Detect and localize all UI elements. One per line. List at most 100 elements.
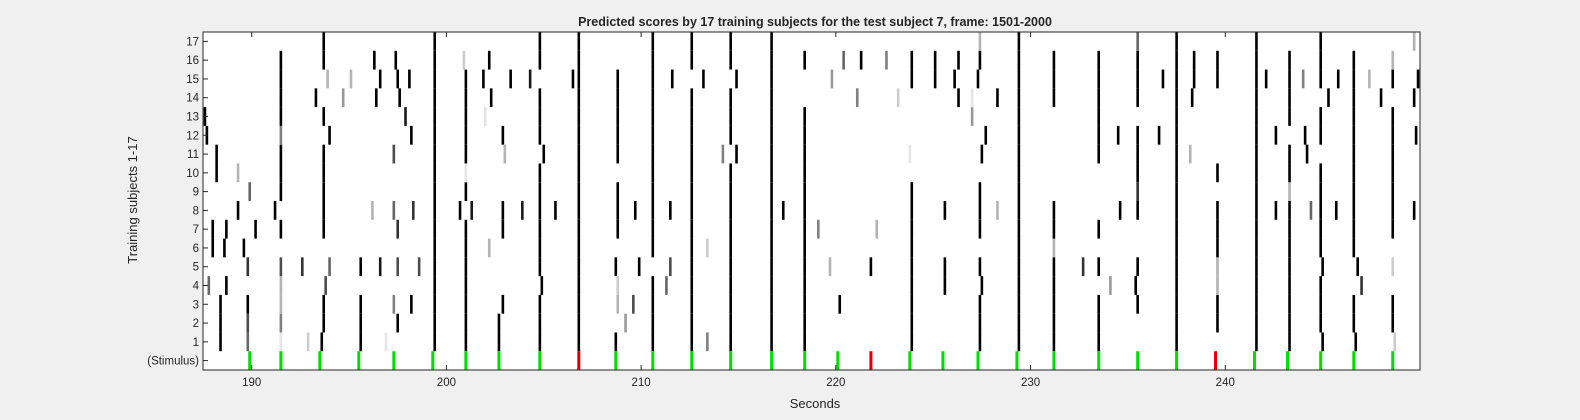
score-cell: [279, 219, 283, 239]
score-cell: [651, 276, 655, 295]
score-cell: [616, 125, 620, 145]
score-cell: [279, 332, 283, 352]
score-cell: [1391, 201, 1395, 220]
score-cell: [433, 276, 437, 295]
score-cell: [371, 201, 374, 220]
score-cell: [978, 257, 982, 277]
score-cell: [978, 219, 982, 239]
score-cell: [306, 332, 310, 352]
score-cell: [1334, 201, 1338, 220]
score-cell: [770, 276, 773, 295]
score-cell: [1175, 50, 1178, 70]
score-cell: [433, 125, 437, 145]
score-cell: [1175, 332, 1178, 352]
score-cell: [729, 50, 732, 70]
stimulus-marker: [976, 351, 980, 370]
score-cell: [933, 50, 937, 70]
score-cell: [1264, 69, 1268, 89]
score-cell: [433, 257, 437, 277]
score-cell: [1288, 107, 1291, 126]
score-cell: [670, 69, 674, 89]
stimulus-marker: [651, 351, 655, 370]
score-cell: [408, 69, 411, 89]
score-cell: [1097, 88, 1101, 108]
score-cell: [314, 88, 318, 108]
score-cells: [203, 32, 1420, 352]
score-cell: [1379, 88, 1383, 108]
score-cell: [1136, 144, 1139, 164]
score-cell: [770, 88, 773, 108]
score-cell: [1136, 163, 1139, 183]
score-cell: [1255, 182, 1258, 201]
stimulus-marker: [1175, 351, 1179, 370]
score-cell: [721, 144, 725, 164]
score-cell: [1321, 332, 1324, 352]
score-cell: [1288, 238, 1291, 258]
score-cell: [651, 294, 655, 314]
score-cell: [706, 332, 709, 352]
score-cell: [1017, 182, 1021, 201]
score-cell: [729, 332, 732, 352]
score-cell: [803, 332, 806, 352]
score-cell: [1274, 125, 1278, 145]
score-cell: [242, 238, 246, 258]
score-cell: [215, 144, 218, 164]
score-cell: [464, 163, 468, 183]
score-cell: [503, 144, 507, 164]
score-cell: [433, 219, 437, 239]
score-cell: [1319, 107, 1322, 126]
score-cell: [980, 144, 984, 164]
score-cell: [614, 332, 618, 352]
score-cell: [433, 144, 437, 164]
score-cell: [616, 276, 620, 295]
score-cell: [729, 276, 732, 295]
score-cell: [770, 50, 773, 70]
score-cell: [1391, 50, 1395, 70]
score-cell: [577, 144, 581, 164]
score-cell: [943, 257, 947, 277]
score-cell: [246, 257, 250, 277]
score-cell: [577, 163, 581, 183]
score-cell: [577, 313, 581, 333]
stimulus-marker: [836, 351, 840, 370]
score-cell: [322, 182, 326, 201]
score-cell: [1017, 257, 1021, 277]
score-cell: [729, 32, 732, 51]
score-cell: [1017, 125, 1021, 145]
score-cell: [1288, 313, 1291, 333]
score-cell: [577, 69, 581, 89]
score-cell: [910, 182, 914, 201]
score-cell: [1352, 182, 1356, 201]
stimulus-marker: [392, 351, 396, 370]
score-cell: [301, 257, 304, 277]
score-cell: [690, 107, 694, 126]
score-cell: [1052, 69, 1056, 89]
stimulus-marker: [1319, 351, 1323, 370]
score-cell: [803, 276, 806, 295]
y-tick-label: 12: [186, 130, 199, 142]
score-cell: [1301, 69, 1305, 89]
score-cell: [1288, 144, 1291, 164]
stimulus-marker: [803, 351, 807, 370]
score-cell: [349, 69, 353, 89]
stimulus-marker: [908, 351, 912, 370]
score-cell: [651, 88, 655, 108]
score-cell: [326, 69, 329, 89]
score-cell: [487, 50, 491, 70]
score-cell: [1288, 332, 1291, 352]
score-cell: [690, 238, 694, 258]
score-cell: [1255, 107, 1258, 126]
score-cell: [1017, 50, 1021, 70]
score-cell: [1136, 125, 1139, 145]
score-cell: [1354, 332, 1358, 352]
stimulus-marker: [248, 351, 252, 370]
score-cell: [690, 50, 694, 70]
score-cell: [1097, 313, 1101, 333]
score-cell: [1052, 332, 1056, 352]
score-cell: [396, 257, 400, 277]
score-cell: [633, 201, 637, 220]
score-cell: [322, 163, 326, 183]
y-axis-label: Training subjects 1-17: [125, 136, 140, 263]
y-tick-label: 17: [186, 36, 199, 48]
score-cell: [978, 32, 982, 51]
